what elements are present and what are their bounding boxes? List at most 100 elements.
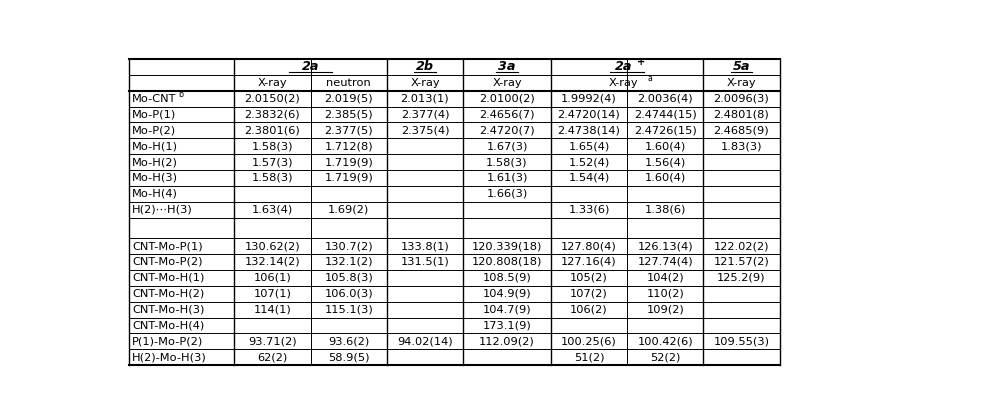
Text: 62(2): 62(2): [258, 352, 287, 362]
Text: 2.4738(14): 2.4738(14): [558, 125, 620, 135]
Text: 122.02(2): 122.02(2): [713, 241, 769, 251]
Text: 132.14(2): 132.14(2): [245, 257, 300, 267]
Text: 2.0100(2): 2.0100(2): [479, 94, 535, 103]
Text: 1.719(9): 1.719(9): [325, 173, 373, 183]
Text: 1.54(4): 1.54(4): [569, 173, 609, 183]
Text: 104.9(9): 104.9(9): [483, 289, 531, 299]
Text: X-ray: X-ray: [258, 78, 287, 88]
Text: 94.02(14): 94.02(14): [398, 336, 453, 346]
Text: 173.1(9): 173.1(9): [482, 321, 531, 330]
Text: X-ray: X-ray: [410, 78, 440, 88]
Text: 2.0096(3): 2.0096(3): [713, 94, 769, 103]
Text: 121.57(2): 121.57(2): [713, 257, 769, 267]
Text: 1.61(3): 1.61(3): [486, 173, 527, 183]
Text: neutron: neutron: [327, 78, 371, 88]
Text: Mo-H(2): Mo-H(2): [132, 157, 178, 167]
Text: 126.13(4): 126.13(4): [638, 241, 693, 251]
Text: 109.55(3): 109.55(3): [713, 336, 769, 346]
Text: Mo-H(3): Mo-H(3): [132, 173, 178, 183]
Text: 127.80(4): 127.80(4): [561, 241, 617, 251]
Text: 130.62(2): 130.62(2): [245, 241, 300, 251]
Text: 120.339(18): 120.339(18): [471, 241, 542, 251]
Text: 107(2): 107(2): [570, 289, 608, 299]
Text: 2.4656(7): 2.4656(7): [479, 110, 534, 119]
Text: 2.377(4): 2.377(4): [400, 110, 450, 119]
Text: 104(2): 104(2): [646, 273, 684, 283]
Text: Mo-P(1): Mo-P(1): [132, 110, 176, 119]
Text: 2.377(5): 2.377(5): [325, 125, 373, 135]
Text: 106(1): 106(1): [254, 273, 291, 283]
Text: 51(2): 51(2): [574, 352, 604, 362]
Text: 107(1): 107(1): [254, 289, 291, 299]
Text: Mo-H(4): Mo-H(4): [132, 189, 178, 199]
Text: 133.8(1): 133.8(1): [400, 241, 450, 251]
Text: 2.0150(2): 2.0150(2): [245, 94, 300, 103]
Text: 1.33(6): 1.33(6): [569, 205, 610, 215]
Text: 112.09(2): 112.09(2): [479, 336, 535, 346]
Text: 2.3832(6): 2.3832(6): [245, 110, 300, 119]
Text: 1.66(3): 1.66(3): [486, 189, 527, 199]
Text: 120.808(18): 120.808(18): [471, 257, 542, 267]
Text: 1.57(3): 1.57(3): [252, 157, 293, 167]
Text: 1.52(4): 1.52(4): [569, 157, 609, 167]
Text: 5a: 5a: [733, 61, 750, 73]
Text: 105.8(3): 105.8(3): [325, 273, 373, 283]
Text: H(2)-Mo-H(3): H(2)-Mo-H(3): [132, 352, 207, 362]
Text: CNT-Mo-P(2): CNT-Mo-P(2): [132, 257, 203, 267]
Text: a: a: [647, 75, 652, 84]
Text: 1.58(3): 1.58(3): [252, 141, 293, 151]
Text: 127.74(4): 127.74(4): [638, 257, 693, 267]
Text: 93.6(2): 93.6(2): [328, 336, 369, 346]
Text: Mo-CNT: Mo-CNT: [132, 94, 177, 103]
Text: 1.60(4): 1.60(4): [645, 173, 686, 183]
Text: 2.4720(7): 2.4720(7): [479, 125, 534, 135]
Text: 130.7(2): 130.7(2): [325, 241, 373, 251]
Text: 1.56(4): 1.56(4): [645, 157, 686, 167]
Text: 2.3801(6): 2.3801(6): [245, 125, 300, 135]
Text: 2.375(4): 2.375(4): [400, 125, 450, 135]
Text: 2.4744(15): 2.4744(15): [634, 110, 697, 119]
Text: 114(1): 114(1): [254, 304, 291, 315]
Text: 131.5(1): 131.5(1): [400, 257, 450, 267]
Text: 1.83(3): 1.83(3): [720, 141, 763, 151]
Text: b: b: [178, 90, 183, 99]
Text: 2.019(5): 2.019(5): [325, 94, 373, 103]
Text: 93.71(2): 93.71(2): [248, 336, 297, 346]
Text: 104.7(9): 104.7(9): [483, 304, 531, 315]
Text: 108.5(9): 108.5(9): [482, 273, 531, 283]
Text: CNT-Mo-H(4): CNT-Mo-H(4): [132, 321, 205, 330]
Text: 2.4720(14): 2.4720(14): [558, 110, 620, 119]
Text: CNT-Mo-P(1): CNT-Mo-P(1): [132, 241, 203, 251]
Text: 58.9(5): 58.9(5): [328, 352, 369, 362]
Text: Mo-P(2): Mo-P(2): [132, 125, 176, 135]
Text: 1.69(2): 1.69(2): [328, 205, 369, 215]
Text: 109(2): 109(2): [646, 304, 684, 315]
Text: 100.42(6): 100.42(6): [638, 336, 693, 346]
Text: 2a: 2a: [615, 61, 632, 73]
Text: 105(2): 105(2): [570, 273, 608, 283]
Text: X-ray: X-ray: [726, 78, 757, 88]
Text: 2b: 2b: [416, 61, 434, 73]
Text: 1.38(6): 1.38(6): [645, 205, 686, 215]
Text: 2.4801(8): 2.4801(8): [713, 110, 769, 119]
Text: 1.67(3): 1.67(3): [486, 141, 527, 151]
Text: 1.60(4): 1.60(4): [645, 141, 686, 151]
Text: 2.385(5): 2.385(5): [325, 110, 373, 119]
Text: P(1)-Mo-P(2): P(1)-Mo-P(2): [132, 336, 204, 346]
Text: 1.58(3): 1.58(3): [486, 157, 527, 167]
Text: 106.0(3): 106.0(3): [325, 289, 373, 299]
Text: CNT-Mo-H(2): CNT-Mo-H(2): [132, 289, 205, 299]
Text: 100.25(6): 100.25(6): [561, 336, 617, 346]
Text: 2.4726(15): 2.4726(15): [634, 125, 697, 135]
Text: Mo-H(1): Mo-H(1): [132, 141, 178, 151]
Text: 132.1(2): 132.1(2): [325, 257, 373, 267]
Text: 1.9992(4): 1.9992(4): [561, 94, 617, 103]
Text: 2.013(1): 2.013(1): [400, 94, 450, 103]
Text: 1.712(8): 1.712(8): [325, 141, 373, 151]
Text: 115.1(3): 115.1(3): [325, 304, 373, 315]
Text: CNT-Mo-H(3): CNT-Mo-H(3): [132, 304, 205, 315]
Text: CNT-Mo-H(1): CNT-Mo-H(1): [132, 273, 205, 283]
Text: 1.65(4): 1.65(4): [569, 141, 609, 151]
Text: X-ray: X-ray: [608, 78, 638, 88]
Text: 52(2): 52(2): [650, 352, 680, 362]
